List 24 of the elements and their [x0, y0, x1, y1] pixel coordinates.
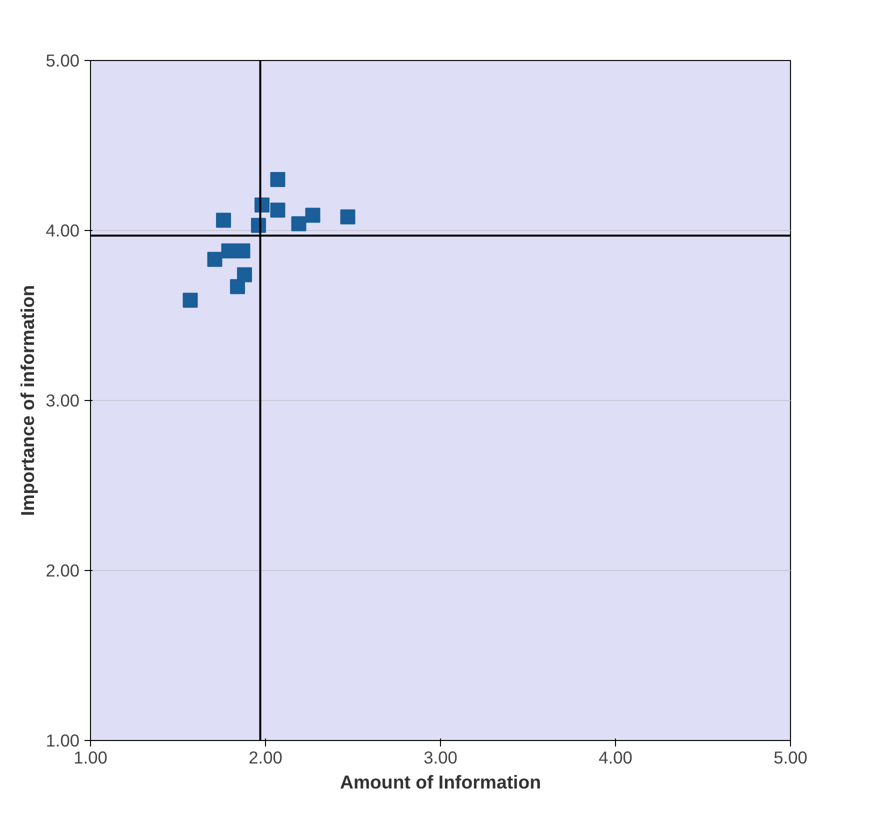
point	[230, 279, 245, 294]
x-tick-label: 5.00	[774, 748, 808, 768]
point	[305, 208, 320, 223]
point	[340, 209, 356, 224]
point	[235, 243, 250, 258]
x-tick-label: 1.00	[74, 748, 108, 768]
x-tick-label: 2.00	[248, 748, 282, 768]
y-tick-label: 4.00	[46, 220, 80, 240]
y-tick-label: 3.00	[46, 390, 80, 410]
x-axis-title: Amount of Information	[340, 772, 542, 792]
y-tick-label: 5.00	[46, 50, 80, 70]
point	[270, 202, 286, 218]
point	[182, 292, 198, 308]
point	[270, 172, 286, 187]
point	[221, 243, 236, 258]
x-tick-label: 4.00	[598, 748, 632, 768]
point	[291, 216, 306, 232]
point	[207, 252, 222, 267]
x-tick-label: 3.00	[424, 748, 458, 768]
y-tick-label: 2.00	[46, 560, 80, 580]
y-axis-title: Importance of information	[16, 284, 38, 516]
point	[237, 267, 252, 282]
y-tick-label: 1.00	[46, 730, 80, 750]
point	[216, 212, 231, 228]
